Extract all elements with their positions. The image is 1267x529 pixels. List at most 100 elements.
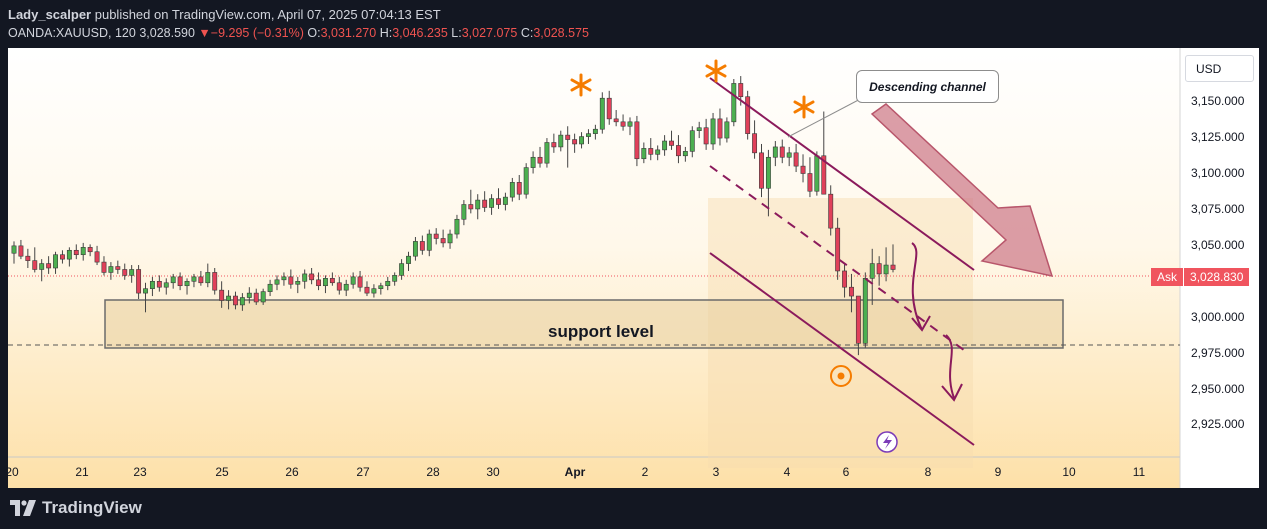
support-zone bbox=[104, 299, 1064, 349]
y-tick-label: 3,000.000 bbox=[1191, 310, 1245, 324]
projection-arrow-1 bbox=[911, 242, 923, 331]
candle-body bbox=[371, 288, 377, 294]
candle-body bbox=[46, 263, 52, 269]
candle-body bbox=[149, 280, 155, 289]
brand-name: TradingView bbox=[42, 498, 142, 517]
candle-body bbox=[655, 149, 661, 155]
target-circle-icon bbox=[830, 365, 852, 387]
candle-body bbox=[862, 278, 868, 344]
candle-body bbox=[461, 204, 467, 220]
currency-button[interactable]: USD bbox=[1185, 55, 1254, 82]
candle-body bbox=[599, 97, 605, 130]
publication-info: Lady_scalper published on TradingView.co… bbox=[8, 7, 441, 22]
candle-body bbox=[682, 151, 688, 157]
candle-body bbox=[378, 285, 384, 289]
x-tick-label: 20 bbox=[5, 465, 19, 479]
projection-arrow-2 bbox=[945, 334, 955, 399]
candle-body bbox=[579, 136, 584, 145]
candle-body bbox=[800, 165, 806, 174]
candle-body bbox=[613, 118, 619, 123]
open-label: O: bbox=[307, 26, 321, 40]
x-tick-label: 26 bbox=[285, 465, 299, 479]
x-tick-label: 10 bbox=[1062, 465, 1076, 479]
candle-body bbox=[184, 280, 190, 287]
y-tick-label: 3,150.000 bbox=[1191, 94, 1245, 108]
candle-body bbox=[350, 276, 356, 285]
candle-body bbox=[219, 289, 225, 301]
ask-price-badge: Ask 3,028.830 bbox=[1151, 268, 1250, 286]
candle-body bbox=[205, 272, 211, 284]
y-tick-label: 2,950.000 bbox=[1191, 382, 1245, 396]
candle-body bbox=[323, 278, 328, 287]
channel-mid-line bbox=[709, 165, 969, 354]
star-marker-1 bbox=[570, 73, 592, 97]
candle-body bbox=[170, 276, 176, 284]
candle-body bbox=[759, 152, 764, 189]
x-tick-label: Apr bbox=[564, 465, 586, 479]
candle-body bbox=[710, 118, 716, 145]
plot-background bbox=[8, 48, 1259, 488]
x-tick-label: 8 bbox=[924, 465, 932, 479]
candle-body bbox=[336, 282, 342, 291]
candle-body bbox=[855, 295, 861, 344]
price-chart[interactable] bbox=[8, 48, 1259, 488]
support-level-label: support level bbox=[548, 322, 654, 341]
candle-body bbox=[18, 245, 24, 257]
candle-body bbox=[876, 263, 882, 275]
candle-body bbox=[364, 286, 370, 294]
candle-body bbox=[648, 148, 654, 155]
low-label: L: bbox=[451, 26, 462, 40]
tradingview-brand[interactable]: TradingView bbox=[10, 498, 142, 518]
candle-body bbox=[662, 140, 668, 151]
close-value: 3,028.575 bbox=[533, 26, 589, 40]
candle-body bbox=[634, 121, 640, 160]
price-change: −9.295 (−0.31%) bbox=[210, 26, 304, 40]
candle-body bbox=[551, 142, 557, 148]
y-tick-label: 3,100.000 bbox=[1191, 166, 1245, 180]
candle-body bbox=[689, 130, 695, 152]
author-name[interactable]: Lady_scalper bbox=[8, 7, 92, 22]
candle-body bbox=[212, 272, 218, 291]
candle-body bbox=[419, 241, 425, 251]
candle-body bbox=[807, 173, 813, 192]
candle-body bbox=[544, 142, 550, 164]
x-tick-label: 9 bbox=[994, 465, 1002, 479]
close-label: C: bbox=[520, 26, 534, 40]
candle-body bbox=[309, 273, 315, 281]
candle-body bbox=[66, 249, 72, 260]
candle-body bbox=[821, 155, 827, 195]
x-tick-label: 2 bbox=[641, 465, 649, 479]
candle-body bbox=[530, 156, 536, 168]
candle-body bbox=[274, 279, 280, 285]
candle-body bbox=[502, 196, 508, 205]
candle-body bbox=[163, 282, 169, 288]
candle-body bbox=[115, 266, 121, 270]
x-tick-label: 23 bbox=[133, 465, 147, 479]
candle-body bbox=[779, 146, 785, 158]
candle-body bbox=[399, 263, 405, 276]
candle-body bbox=[94, 251, 100, 263]
candle-body bbox=[39, 263, 45, 270]
candle-body bbox=[156, 280, 162, 288]
candle-body bbox=[738, 83, 744, 98]
candle-body bbox=[412, 241, 418, 257]
candle-body bbox=[295, 280, 301, 285]
candle-body bbox=[253, 292, 259, 303]
candle-body bbox=[537, 156, 543, 164]
candle-body bbox=[392, 275, 398, 282]
candle-body bbox=[25, 255, 31, 261]
candle-body bbox=[669, 140, 674, 146]
candle-body bbox=[516, 182, 522, 195]
candlestick-series bbox=[11, 76, 896, 356]
candle-body bbox=[87, 247, 93, 253]
candle-body bbox=[835, 227, 841, 272]
lightning-glyph bbox=[883, 435, 892, 449]
candle-body bbox=[385, 280, 391, 287]
candle-body bbox=[11, 245, 17, 254]
big-down-arrow bbox=[870, 103, 1054, 278]
candle-body bbox=[883, 264, 889, 275]
candle-body bbox=[752, 133, 758, 154]
x-tick-label: 30 bbox=[486, 465, 500, 479]
symbol-label[interactable]: OANDA:XAUUSD, 120 bbox=[8, 26, 136, 40]
candle-body bbox=[703, 127, 709, 145]
